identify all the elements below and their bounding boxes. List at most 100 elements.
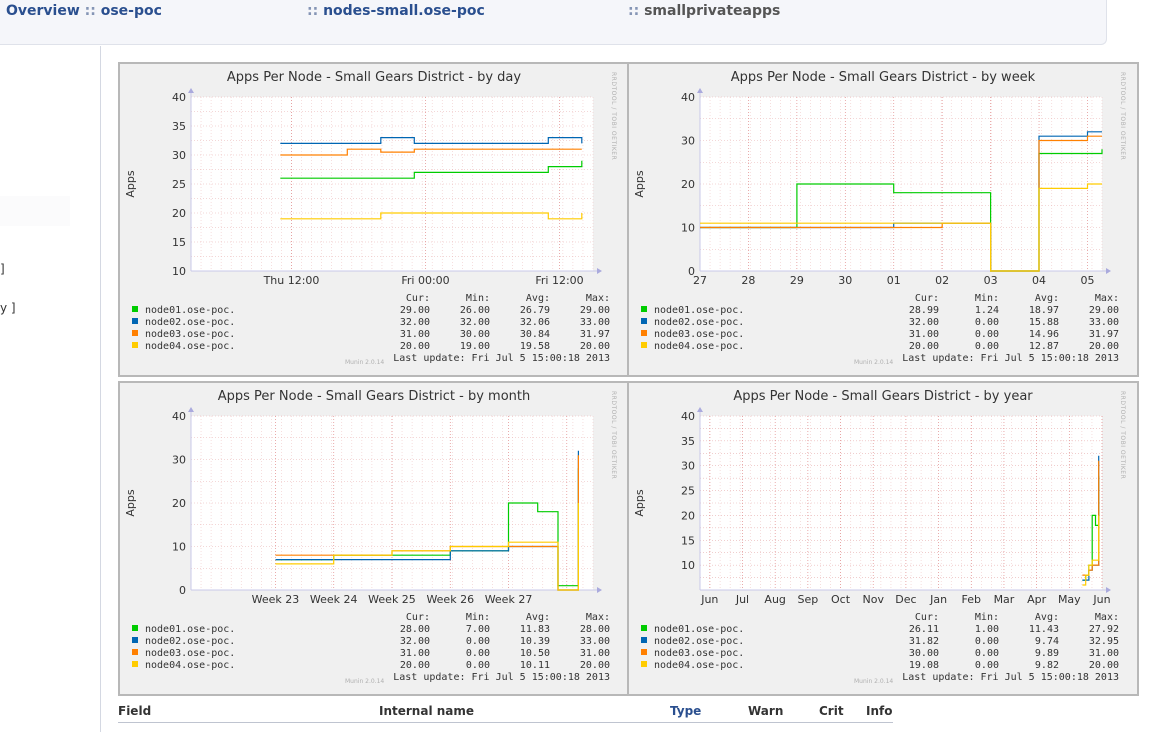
legend-value-max: 20.00 [1089, 660, 1119, 671]
graph-by-year[interactable]: Apps Per Node - Small Gears District - b… [627, 381, 1139, 696]
y-tick-label: 40 [172, 410, 186, 423]
y-tick-label: 40 [172, 91, 186, 104]
legend-name: node03.ose-poc. [145, 329, 235, 340]
legend-header-max: Max: [1095, 293, 1119, 304]
legend-name: node01.ose-poc. [145, 624, 235, 635]
legend-header-avg: Avg: [1035, 612, 1059, 623]
y-axis-arrow [188, 407, 194, 412]
legend-value-cur: 30.00 [909, 648, 939, 659]
x-tick-label: 28 [741, 274, 755, 287]
legend-value-avg: 18.97 [1029, 305, 1059, 316]
graph-by-day[interactable]: Apps Per Node - Small Gears District - b… [118, 62, 630, 377]
last-update: Last update: Fri Jul 5 15:00:18 2013 [902, 672, 1119, 683]
legend-value-min: 7.00 [466, 624, 490, 635]
y-tick-label: 30 [681, 135, 695, 148]
legend-value-cur: 29.00 [400, 305, 430, 316]
legend-header-max: Max: [586, 612, 610, 623]
legend-swatch-node01 [132, 306, 138, 312]
legend-swatch-node02 [641, 637, 647, 643]
col-crit: Crit [819, 704, 844, 718]
col-info: Info [866, 704, 893, 718]
legend-name: node04.ose-poc. [654, 341, 744, 352]
legend-value-max: 33.00 [580, 317, 610, 328]
y-tick-label: 10 [172, 541, 186, 554]
legend-value-cur: 32.00 [909, 317, 939, 328]
legend-swatch-node01 [132, 625, 138, 631]
overview-link[interactable]: Overview [6, 3, 80, 19]
legend-value-min: 1.00 [975, 624, 999, 635]
legend-header-min: Min: [466, 612, 490, 623]
breadcrumb-separator: :: [307, 3, 319, 19]
legend-value-avg: 26.79 [520, 305, 550, 316]
x-tick-label: Week 26 [426, 593, 474, 606]
legend-name: node01.ose-poc. [654, 624, 744, 635]
y-tick-label: 15 [172, 236, 186, 249]
series-line-node04 [700, 183, 1102, 272]
node-link[interactable]: nodes-small.ose-poc [323, 3, 485, 19]
x-tick-label: 05 [1080, 274, 1094, 287]
legend-value-max: 27.92 [1089, 624, 1119, 635]
legend-swatch-node04 [132, 661, 138, 667]
graph-svg: Apps Per Node - Small Gears District - b… [633, 70, 1126, 366]
legend-name: node04.ose-poc. [145, 341, 235, 352]
y-tick-label: 20 [681, 509, 695, 522]
y-axis-label: Apps [633, 170, 646, 197]
legend-name: node03.ose-poc. [654, 648, 744, 659]
legend-header-min: Min: [975, 293, 999, 304]
legend-value-avg: 10.39 [520, 636, 550, 647]
y-tick-label: 10 [681, 559, 695, 572]
chart-title: Apps Per Node - Small Gears District - b… [227, 70, 522, 85]
legend-value-max: 31.00 [580, 648, 610, 659]
legend-swatch-node02 [132, 637, 138, 643]
y-tick-label: 40 [681, 410, 695, 423]
rrdtool-credit: RRDTOOL / TOBI OETIKER [610, 391, 617, 479]
x-tick-label: Nov [862, 593, 884, 606]
col-type[interactable]: Type [670, 704, 702, 718]
y-tick-label: 0 [688, 265, 695, 278]
legend-name: node03.ose-poc. [145, 648, 235, 659]
legend-header-min: Min: [975, 612, 999, 623]
legend-value-cur: 20.00 [400, 341, 430, 352]
legend-header-cur: Cur: [406, 612, 430, 623]
x-tick-label: 03 [984, 274, 998, 287]
legend-header-cur: Cur: [406, 293, 430, 304]
legend-swatch-node04 [641, 661, 647, 667]
series-line-node02 [280, 137, 583, 144]
legend-name: node04.ose-poc. [145, 660, 235, 671]
graph-svg: Apps Per Node - Small Gears District - b… [633, 389, 1126, 685]
graph-svg: Apps Per Node - Small Gears District - b… [124, 70, 617, 366]
y-tick-label: 30 [172, 454, 186, 467]
legend-value-avg: 14.96 [1029, 329, 1059, 340]
legend-value-cur: 28.99 [909, 305, 939, 316]
group-link[interactable]: ose-poc [100, 3, 162, 19]
munin-version: Munin 2.0.14 [345, 678, 384, 685]
y-axis-label: Apps [124, 489, 137, 516]
y-tick-label: 0 [179, 584, 186, 597]
legend-header-cur: Cur: [915, 612, 939, 623]
legend-value-min: 0.00 [975, 341, 999, 352]
chart-title: Apps Per Node - Small Gears District - b… [731, 70, 1036, 85]
graph-by-month[interactable]: Apps Per Node - Small Gears District - b… [118, 381, 630, 696]
y-tick-label: 20 [172, 207, 186, 220]
y-tick-label: 15 [681, 534, 695, 547]
series-line-node04 [275, 503, 579, 591]
x-tick-label: Week 27 [485, 593, 533, 606]
y-tick-label: 40 [681, 91, 695, 104]
y-tick-label: 20 [172, 497, 186, 510]
sidebar-fragment[interactable]: ] [0, 262, 5, 276]
x-tick-label: Aug [764, 593, 785, 606]
legend-value-cur: 31.00 [400, 329, 430, 340]
graph-by-week[interactable]: Apps Per Node - Small Gears District - b… [627, 62, 1139, 377]
sidebar-fragment[interactable]: y ] [0, 301, 16, 315]
y-tick-label: 35 [172, 120, 186, 133]
legend-name: node02.ose-poc. [145, 636, 235, 647]
legend-value-min: 0.00 [975, 329, 999, 340]
legend-value-max: 33.00 [1089, 317, 1119, 328]
x-tick-label: Jun [700, 593, 718, 606]
sidebar: ] y ] [0, 46, 101, 732]
legend-swatch-node03 [132, 649, 138, 655]
legend-value-avg: 10.50 [520, 648, 550, 659]
legend-value-max: 20.00 [580, 660, 610, 671]
col-warn: Warn [748, 704, 784, 718]
series-line-node03 [280, 148, 582, 156]
